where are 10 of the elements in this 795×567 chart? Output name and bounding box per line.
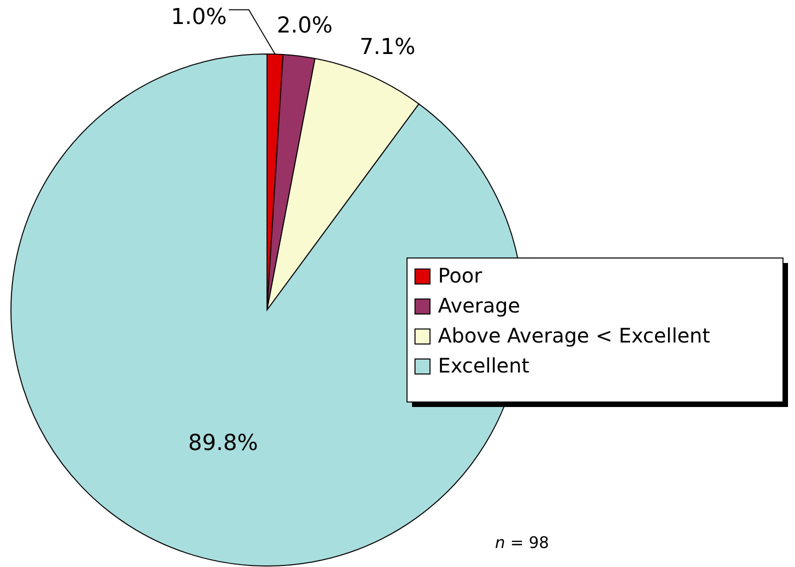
legend-label: Above Average < Excellent [438,323,710,348]
data-label: 2.0% [276,13,333,38]
data-label: 1.0% [170,4,227,30]
legend-label: Average [438,293,520,318]
legend-label: Excellent [438,353,530,378]
text: n = 98 [495,533,550,552]
pie-slice [266,58,420,310]
data-label: 7.1% [360,34,416,60]
legend-label: Poor [438,263,483,288]
data-label: 89.8% [188,430,258,456]
